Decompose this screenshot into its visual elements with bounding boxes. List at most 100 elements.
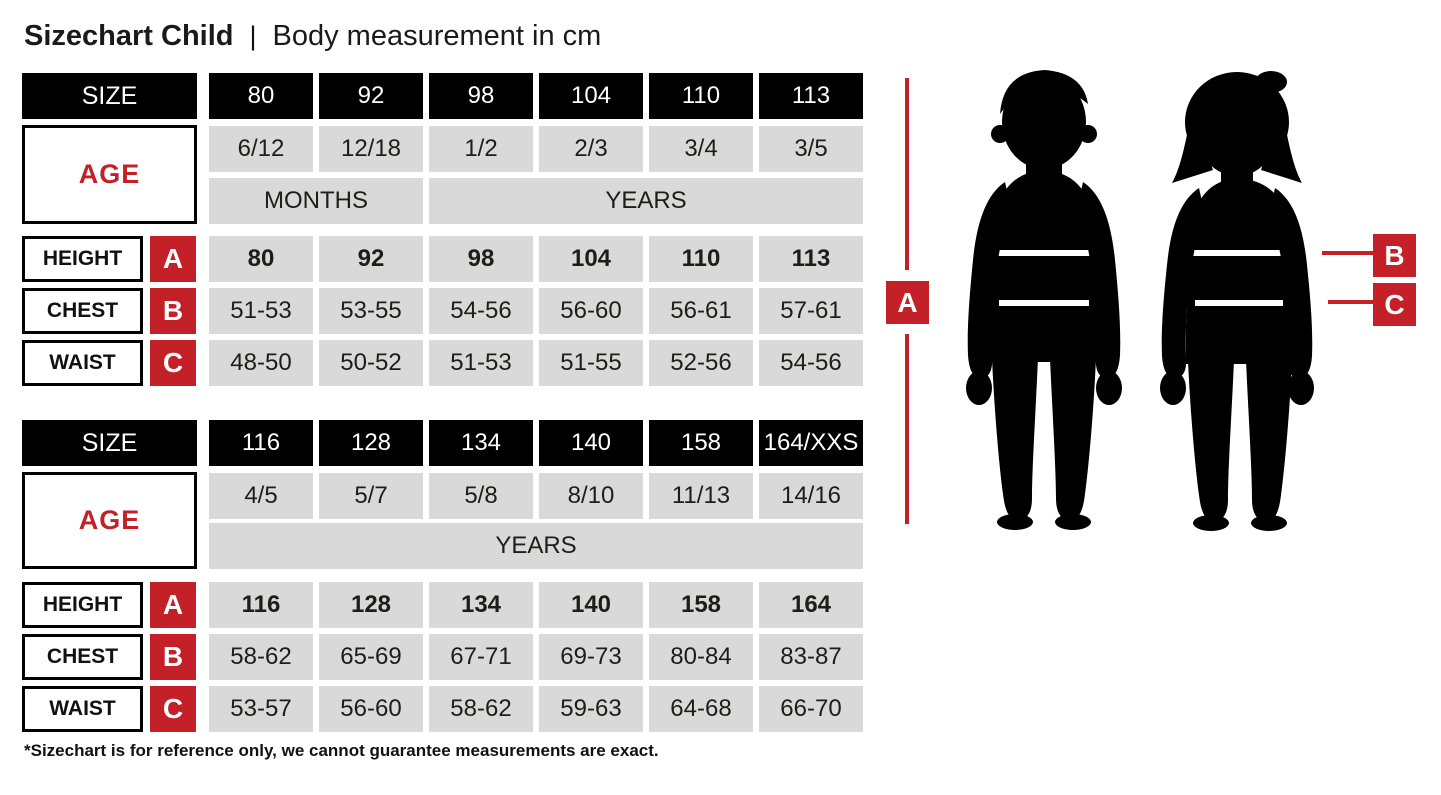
marker-a-badge: A [150, 236, 196, 282]
table1-chest-cell: 57-61 [759, 288, 863, 334]
girl-silhouette-icon [1160, 71, 1314, 531]
table1-waist-cell: 54-56 [759, 340, 863, 386]
title-main: Sizechart Child [24, 20, 234, 52]
table1-chest-cell: 51-53 [209, 288, 313, 334]
table2-age-cell: 14/16 [759, 473, 863, 519]
table2-chest-row: CHEST B 58-62 65-69 67-71 69-73 80-84 83… [22, 634, 863, 680]
marker-b-badge: B [150, 288, 196, 334]
table1-age-cell: 3/4 [649, 126, 753, 172]
table1-height-label: HEIGHT [22, 236, 143, 282]
table1-size-label: SIZE [22, 73, 197, 119]
table2-size-cell: 134 [429, 420, 533, 466]
table1-waist-label: WAIST [22, 340, 143, 386]
table2-height-cell: 116 [209, 582, 313, 628]
table1-waist-cell: 50-52 [319, 340, 423, 386]
table2-age-label: AGE [22, 472, 197, 569]
chest-line-b-pointer [1322, 251, 1373, 255]
table1-age-label: AGE [22, 125, 197, 224]
footnote: *Sizechart is for reference only, we can… [24, 741, 659, 760]
table1-size-cell: 104 [539, 73, 643, 119]
table1-chest-cell: 53-55 [319, 288, 423, 334]
table2-age-row: 4/5 5/7 5/8 8/10 11/13 14/16 [209, 473, 863, 519]
table1-size-cell: 80 [209, 73, 313, 119]
table2-age-cell: 5/7 [319, 473, 423, 519]
table1-height-cell: 98 [429, 236, 533, 282]
table1-age-cell: 3/5 [759, 126, 863, 172]
table1-height-cell: 80 [209, 236, 313, 282]
table2-size-cell: 140 [539, 420, 643, 466]
table2-chest-cell: 83-87 [759, 634, 863, 680]
table1-height-cell: 113 [759, 236, 863, 282]
height-line-a-bottom [905, 334, 909, 524]
table2-chest-cell: 65-69 [319, 634, 423, 680]
table1-waist-cell: 51-53 [429, 340, 533, 386]
table2-chest-cell: 67-71 [429, 634, 533, 680]
table2-waist-row: WAIST C 53-57 56-60 58-62 59-63 64-68 66… [22, 686, 863, 732]
title-separator: | [249, 21, 257, 51]
table1-chest-cell: 56-60 [539, 288, 643, 334]
table2-size-row: SIZE 116 128 134 140 158 164/XXS [22, 420, 863, 466]
table2-waist-cell: 59-63 [539, 686, 643, 732]
table1-height-row: HEIGHT A 80 92 98 104 110 113 [22, 236, 863, 282]
table2-age-unit-row: YEARS [209, 523, 863, 569]
girl-chest-line [1191, 250, 1289, 256]
table1-chest-row: CHEST B 51-53 53-55 54-56 56-60 56-61 57… [22, 288, 863, 334]
table2-size-label: SIZE [22, 420, 197, 466]
table2-size-cell: 116 [209, 420, 313, 466]
table1-waist-cell: 48-50 [209, 340, 313, 386]
boy-waist-line [999, 300, 1089, 306]
table2-height-cell: 134 [429, 582, 533, 628]
table1-chest-cell: 54-56 [429, 288, 533, 334]
table2-waist-cell: 58-62 [429, 686, 533, 732]
title-subtitle: Body measurement in cm [272, 20, 602, 52]
table2-size-cell: 164/XXS [759, 420, 863, 466]
table2-height-cell: 164 [759, 582, 863, 628]
marker-c-badge: C [150, 340, 196, 386]
table2-height-cell: 140 [539, 582, 643, 628]
marker-c-badge: C [150, 686, 196, 732]
table2-waist-cell: 66-70 [759, 686, 863, 732]
table2-age-cell: 8/10 [539, 473, 643, 519]
table1-waist-cell: 51-55 [539, 340, 643, 386]
height-line-a-top [905, 78, 909, 270]
marker-b-badge: B [150, 634, 196, 680]
table1-size-cell: 98 [429, 73, 533, 119]
table1-size-cell: 113 [759, 73, 863, 119]
table1-age-row: 6/12 12/18 1/2 2/3 3/4 3/5 [209, 126, 863, 172]
boy-chest-line [995, 250, 1095, 256]
page-title: Sizechart Child | Body measurement in cm [24, 18, 601, 54]
table2-size-cell: 128 [319, 420, 423, 466]
table2-size-cell: 158 [649, 420, 753, 466]
table2-height-label: HEIGHT [22, 582, 143, 628]
table2-age-cell: 5/8 [429, 473, 533, 519]
table1-age-cell: 12/18 [319, 126, 423, 172]
waist-line-c-pointer [1328, 300, 1373, 304]
table1-age-cell: 2/3 [539, 126, 643, 172]
table2-height-cell: 158 [649, 582, 753, 628]
table2-chest-cell: 58-62 [209, 634, 313, 680]
table2-waist-cell: 64-68 [649, 686, 753, 732]
table2-waist-label: WAIST [22, 686, 143, 732]
table1-height-cell: 92 [319, 236, 423, 282]
table1-years-cell: YEARS [429, 178, 863, 224]
marker-a-badge: A [150, 582, 196, 628]
table2-chest-cell: 80-84 [649, 634, 753, 680]
table2-height-cell: 128 [319, 582, 423, 628]
girl-waist-line [1195, 300, 1283, 306]
table1-waist-row: WAIST C 48-50 50-52 51-53 51-55 52-56 54… [22, 340, 863, 386]
table2-age-cell: 11/13 [649, 473, 753, 519]
table1-chest-cell: 56-61 [649, 288, 753, 334]
figure-marker-b: B [1373, 234, 1416, 277]
table1-months-cell: MONTHS [209, 178, 423, 224]
table1-age-unit-row: MONTHS YEARS [209, 178, 863, 224]
table1-waist-cell: 52-56 [649, 340, 753, 386]
table1-size-cell: 110 [649, 73, 753, 119]
table2-years-cell: YEARS [209, 523, 863, 569]
table2-chest-label: CHEST [22, 634, 143, 680]
table1-chest-label: CHEST [22, 288, 143, 334]
figure-marker-a: A [886, 281, 929, 324]
table1-size-row: SIZE 80 92 98 104 110 113 [22, 73, 863, 119]
table1-height-cell: 104 [539, 236, 643, 282]
table1-age-cell: 6/12 [209, 126, 313, 172]
